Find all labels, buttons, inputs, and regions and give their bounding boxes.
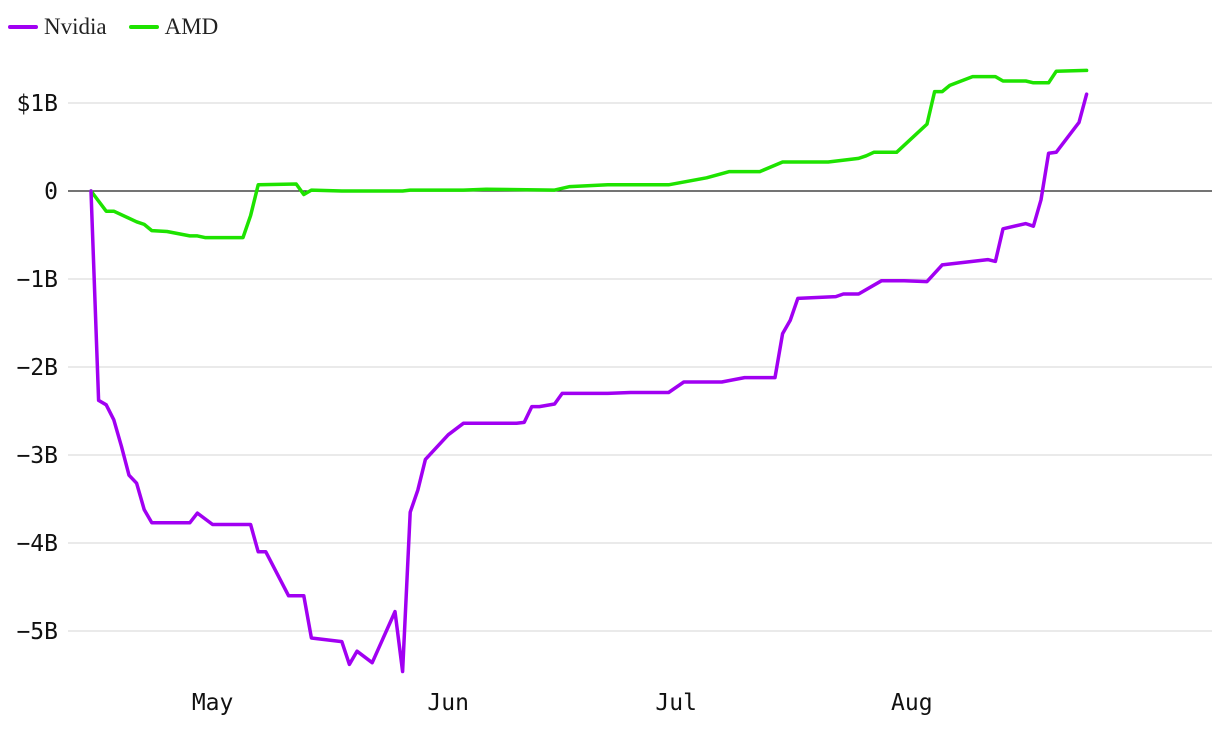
legend-swatch-amd xyxy=(128,25,159,29)
x-tick-label: Jul xyxy=(655,690,697,716)
x-tick-label: May xyxy=(192,690,234,716)
legend-label-amd: AMD xyxy=(164,14,219,39)
series-line-nvidia xyxy=(89,92,1089,674)
legend-item-amd: AMD xyxy=(128,14,219,40)
legend-item-nvidia: Nvidia xyxy=(8,14,107,40)
x-axis-ticks: May Jun Jul Aug xyxy=(192,690,933,716)
y-axis-ticks: $1B 0 −1B −2B −3B −4B −5B xyxy=(16,91,58,645)
series-line-amd xyxy=(89,68,1089,240)
x-tick-label: Aug xyxy=(891,690,933,716)
legend: Nvidia AMD xyxy=(8,14,240,40)
x-tick-label: Jun xyxy=(427,690,469,716)
legend-swatch-nvidia xyxy=(8,25,38,29)
y-tick-label: −2B xyxy=(16,355,58,381)
y-tick-label: −3B xyxy=(16,443,58,469)
y-tick-label: 0 xyxy=(44,179,58,205)
gridlines xyxy=(68,102,1212,632)
y-tick-label: −4B xyxy=(16,531,58,557)
y-tick-label: −1B xyxy=(16,267,58,293)
y-tick-label: −5B xyxy=(16,619,58,645)
y-tick-label: $1B xyxy=(16,91,58,117)
legend-label-nvidia: Nvidia xyxy=(44,14,107,39)
series-lines xyxy=(89,68,1089,674)
